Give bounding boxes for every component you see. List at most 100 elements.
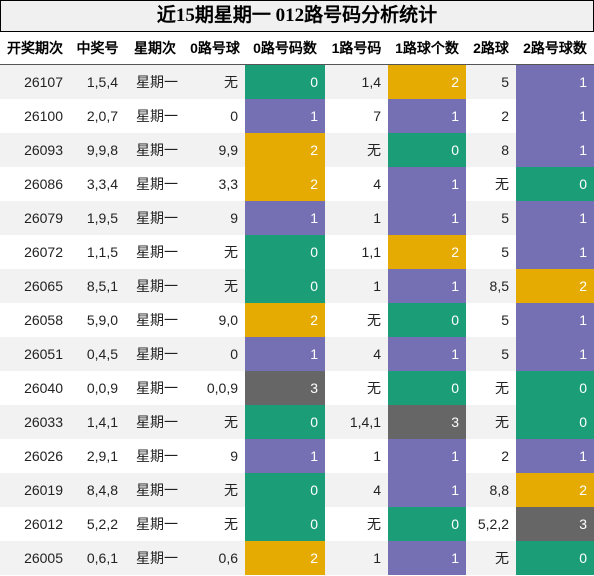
cell: 星期一 — [136, 176, 178, 192]
cell: 0 — [230, 108, 238, 124]
cell: 9,0 — [218, 312, 238, 328]
table-row: 26058 5,9,0 星期一 9,0 2 无 0 5 1 — [0, 303, 594, 337]
count-cell: 0 — [245, 507, 325, 541]
cell: 1 — [373, 448, 381, 464]
cell: 5 — [501, 244, 509, 260]
cell: 星期一 — [125, 269, 185, 303]
count-cell: 2 — [245, 541, 325, 575]
cell: 5,2,2 — [477, 516, 509, 532]
count-cell: 1 — [516, 201, 594, 235]
cell: 26079 — [0, 201, 70, 235]
cell: 星期一 — [136, 312, 178, 328]
cell: 26005 — [0, 541, 70, 575]
cell: 0,6 — [185, 541, 245, 575]
cell: 1,1 — [361, 244, 381, 260]
cell: 无 — [466, 541, 516, 575]
cell: 8,5,1 — [70, 269, 125, 303]
cell: 4 — [325, 337, 388, 371]
cell: 9 — [230, 448, 238, 464]
cell: 星期一 — [136, 108, 178, 124]
cell: 0 — [185, 337, 245, 371]
count-cell: 2 — [516, 473, 594, 507]
cell: 1,4,1 — [325, 405, 388, 439]
count-cell: 2 — [245, 303, 325, 337]
cell: 星期一 — [125, 201, 185, 235]
count-cell: 0 — [245, 473, 325, 507]
count-cell: 0 — [516, 167, 594, 201]
count-cell: 0 — [516, 371, 594, 405]
table-row: 26107 1,5,4 星期一无 0 1,4 2 5 1 — [0, 64, 594, 99]
count-cell: 3 — [516, 507, 594, 541]
cell: 0,0,9 — [86, 380, 118, 396]
column-header: 中奖号 — [70, 32, 125, 65]
cell: 0,6,1 — [70, 541, 125, 575]
cell: 2,9,1 — [86, 448, 118, 464]
column-header: 开奖期次 — [0, 32, 70, 65]
cell: 26051 — [0, 337, 70, 371]
cell: 1,5,4 — [70, 64, 125, 99]
count-cell: 0 — [516, 405, 594, 439]
cell: 4 — [373, 176, 381, 192]
cell: 星期一 — [125, 541, 185, 575]
cell: 26065 — [0, 269, 70, 303]
count-cell: 1 — [516, 439, 594, 473]
cell: 26093 — [0, 133, 70, 167]
table-row: 26086 3,3,4 星期一 3,3 2 4 1 无 0 — [0, 167, 594, 201]
count-cell: 0 — [245, 405, 325, 439]
cell: 无 — [224, 516, 238, 532]
table-body: 26107 1,5,4 星期一无 0 1,4 2 5 1 26100 2,0,7 星期一 0 1 7 1 2 1… — [0, 64, 594, 575]
count-cell: 1 — [516, 64, 594, 99]
cell: 星期一 — [125, 405, 185, 439]
count-cell: 0 — [245, 235, 325, 269]
cell: 8 — [466, 133, 516, 167]
cell: 26026 — [24, 448, 63, 464]
count-cell: 0 — [388, 303, 466, 337]
count-cell: 2 — [388, 64, 466, 99]
cell: 26033 — [0, 405, 70, 439]
cell: 9,9 — [185, 133, 245, 167]
cell: 2 — [501, 448, 509, 464]
count-cell: 1 — [388, 473, 466, 507]
cell: 星期一 — [125, 473, 185, 507]
cell: 星期一 — [125, 133, 185, 167]
cell: 1,1,5 — [86, 244, 118, 260]
cell: 7 — [373, 108, 381, 124]
cell: 无 — [367, 312, 381, 328]
cell: 5 — [466, 337, 516, 371]
table-row: 26100 2,0,7 星期一 0 1 7 1 2 1 — [0, 99, 594, 133]
cell: 无 — [367, 380, 381, 396]
cell: 无 — [185, 405, 245, 439]
table-row: 26093 9,9,8 星期一 9,9 2 无 0 8 1 — [0, 133, 594, 167]
count-cell: 3 — [388, 405, 466, 439]
cell: 无 — [224, 244, 238, 260]
cell: 5 — [466, 201, 516, 235]
count-cell: 2 — [516, 269, 594, 303]
cell: 星期一 — [125, 337, 185, 371]
count-cell: 3 — [245, 371, 325, 405]
count-cell: 2 — [245, 133, 325, 167]
count-cell: 0 — [245, 64, 325, 99]
cell: 8,4,8 — [70, 473, 125, 507]
column-header: 星期次 — [125, 32, 185, 65]
cell: 0,0,9 — [206, 380, 238, 396]
cell: 无 — [185, 473, 245, 507]
cell: 无 — [495, 176, 509, 192]
cell: 无 — [367, 516, 381, 532]
count-cell: 1 — [516, 235, 594, 269]
count-cell: 1 — [388, 99, 466, 133]
table-row: 26033 1,4,1 星期一无 0 1,4,1 3 无 0 — [0, 405, 594, 439]
table-row: 26051 0,4,5 星期一 0 1 4 1 5 1 — [0, 337, 594, 371]
count-cell: 0 — [388, 133, 466, 167]
count-cell: 1 — [388, 337, 466, 371]
table-row: 26019 8,4,8 星期一无 0 4 1 8,8 2 — [0, 473, 594, 507]
column-header: 1路号码 — [325, 32, 388, 65]
header-row: 开奖期次 中奖号 星期次 0路号球 0路号码数 1路号码 1路球个数 2路球 2路号球数 — [0, 32, 594, 65]
cell: 26019 — [0, 473, 70, 507]
table-row: 26040 0,0,9 星期一 0,0,9 3 无 0 无 0 — [0, 371, 594, 405]
table-row: 26012 5,2,2 星期一无 0 无 0 5,2,2 3 — [0, 507, 594, 541]
table-row: 26026 2,9,1 星期一 9 1 1 1 2 1 — [0, 439, 594, 473]
table-title: 近15期星期一 012路号码分析统计 — [0, 0, 594, 32]
cell: 1,4 — [325, 64, 388, 99]
column-header: 0路号球 — [185, 32, 245, 65]
cell: 3,3,4 — [86, 176, 118, 192]
